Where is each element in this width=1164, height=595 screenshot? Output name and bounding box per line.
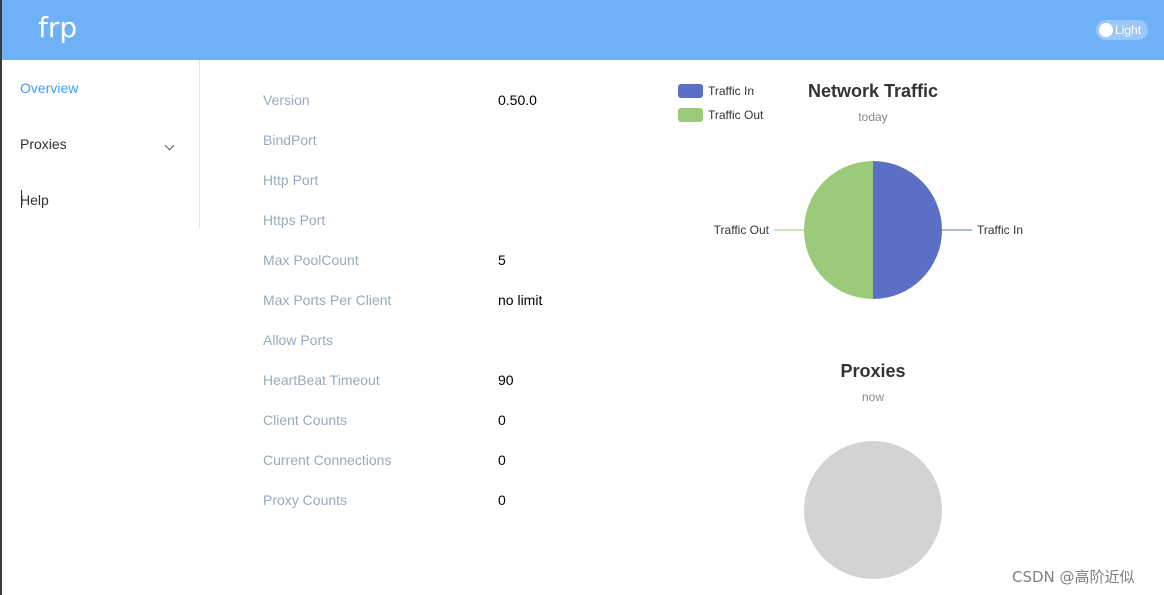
sidebar-item-proxies[interactable]: Proxies xyxy=(20,136,67,152)
info-label: Current Connections xyxy=(263,452,392,468)
info-value: 0 xyxy=(498,452,506,468)
top-header: frp Light xyxy=(2,0,1164,60)
brand-logo[interactable]: frp xyxy=(38,11,78,44)
legend-swatch-traffic-in xyxy=(678,84,703,98)
proxies-chart-title: Proxies xyxy=(840,361,906,381)
info-label: Https Port xyxy=(263,212,326,228)
info-label: Allow Ports xyxy=(263,332,334,348)
traffic-chart-subtitle: today xyxy=(858,110,888,124)
pie-slice-traffic-in[interactable] xyxy=(873,161,942,299)
info-label: Max Ports Per Client xyxy=(263,292,392,308)
legend-label-traffic-out: Traffic Out xyxy=(708,108,764,122)
sidebar-nav xyxy=(2,60,200,228)
text-cursor xyxy=(21,190,22,208)
info-label: Http Port xyxy=(263,172,319,188)
info-label: BindPort xyxy=(263,132,317,148)
toggle-knob xyxy=(1099,23,1113,37)
info-value: 5 xyxy=(498,252,506,268)
info-value: 0.50.0 xyxy=(498,92,537,108)
pie-label: Traffic Out xyxy=(714,223,770,237)
legend-swatch-traffic-out xyxy=(678,108,703,122)
proxies-empty-pie xyxy=(804,441,942,579)
info-label: Proxy Counts xyxy=(263,492,348,508)
info-label: Client Counts xyxy=(263,412,348,428)
info-value: no limit xyxy=(498,292,543,308)
theme-toggle[interactable]: Light xyxy=(1096,20,1148,40)
info-value: 90 xyxy=(498,372,514,388)
info-label: Max PoolCount xyxy=(263,252,359,268)
watermark: CSDN @高阶近似 xyxy=(1012,568,1135,586)
pie-slice-traffic-out[interactable] xyxy=(804,161,873,299)
traffic-chart-title: Network Traffic xyxy=(807,81,939,101)
proxies-chart-subtitle: now xyxy=(861,390,884,404)
legend-label-traffic-in: Traffic In xyxy=(708,84,755,98)
window-edge xyxy=(0,0,2,595)
theme-toggle-label: Light xyxy=(1115,23,1142,37)
info-value: 0 xyxy=(498,492,506,508)
info-label: HeartBeat Timeout xyxy=(263,372,380,388)
info-value: 0 xyxy=(498,412,506,428)
pie-label: Traffic In xyxy=(977,223,1023,237)
sidebar-item-help[interactable]: Help xyxy=(20,192,49,208)
info-label: Version xyxy=(263,92,310,108)
sidebar-item-overview[interactable]: Overview xyxy=(20,80,79,96)
